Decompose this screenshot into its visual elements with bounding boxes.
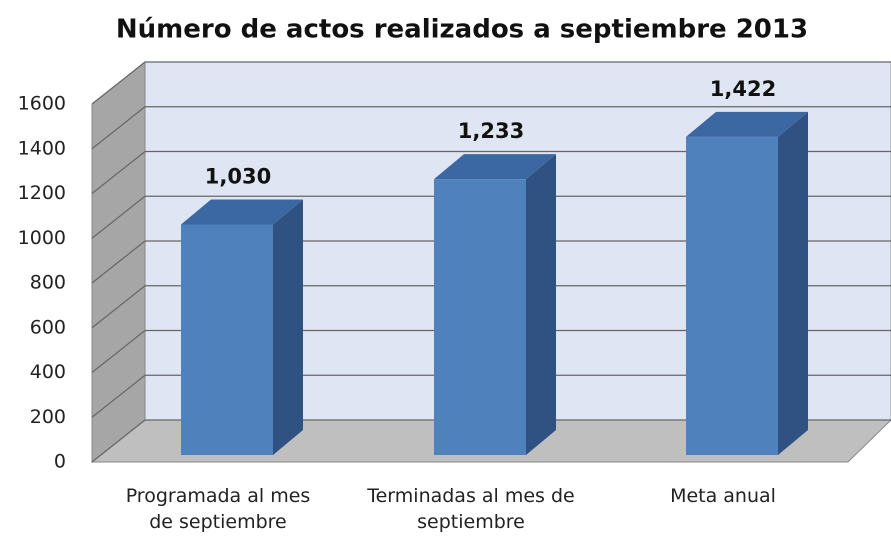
bar-side (526, 154, 556, 455)
bar (686, 111, 808, 455)
bar-front (181, 224, 273, 455)
grid-line (91, 240, 146, 284)
y-tick-label: 200 (30, 406, 66, 428)
grid-line (91, 195, 146, 239)
y-tick-label: 0 (54, 451, 66, 473)
y-tick-label: 1200 (18, 182, 66, 204)
bar-side (778, 111, 808, 455)
y-tick-label: 600 (30, 316, 66, 338)
value-label: 1,233 (458, 119, 524, 143)
bar (434, 154, 556, 455)
value-label: 1,030 (205, 165, 271, 189)
value-label: 1,422 (710, 77, 776, 101)
x-tick-label: Meta anual (670, 485, 776, 507)
x-tick-label: Programada al mes de septiembre (125, 485, 311, 533)
bar-top (686, 111, 808, 137)
x-tick-label: Terminadas al mes de septiembre (367, 485, 575, 533)
bar-front (434, 179, 526, 455)
grid-line (91, 374, 146, 418)
y-tick-label: 400 (30, 361, 66, 383)
chart-title: Número de actos realizados a septiembre … (116, 15, 808, 45)
grid-line (91, 330, 146, 373)
bar-top (181, 199, 303, 225)
grid-line (91, 106, 146, 150)
y-tick-label: 800 (30, 272, 66, 294)
y-tick-label: 1000 (18, 227, 66, 249)
grid-line (91, 61, 146, 105)
bar-front (686, 136, 778, 455)
bar-top (434, 154, 556, 180)
y-tick-label: 1600 (18, 93, 66, 115)
grid-line (91, 419, 146, 463)
grid-line (91, 151, 146, 194)
bar (181, 199, 303, 455)
bar-side (273, 199, 303, 455)
y-tick-label: 1400 (18, 137, 66, 159)
grid-line (91, 285, 146, 329)
